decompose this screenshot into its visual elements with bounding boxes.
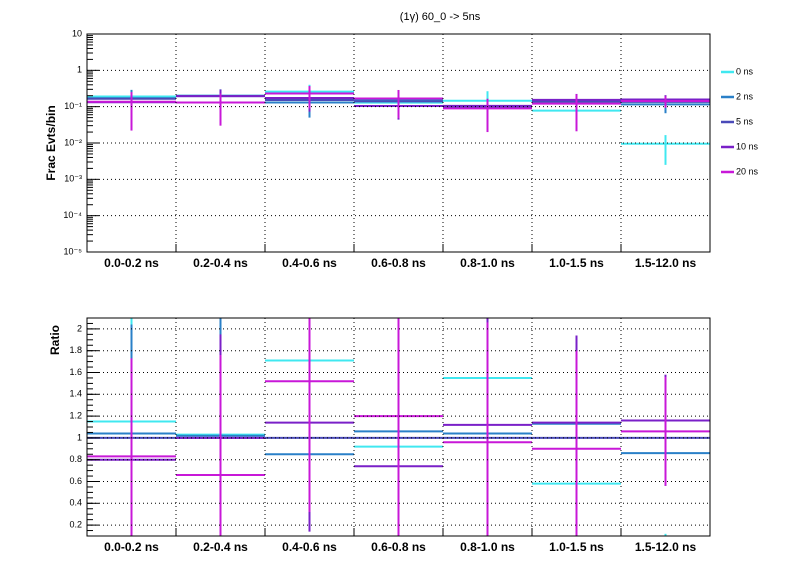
x-tick-label: 0.6-0.8 ns: [371, 256, 426, 270]
chart-title: (1γ) 60_0 -> 5ns: [400, 11, 481, 23]
y-tick-label: 10⁻³: [64, 174, 82, 184]
x-tick-label: 0.4-0.6 ns: [282, 540, 337, 554]
plot-area: [87, 84, 710, 165]
y-tick-label: 2: [77, 323, 82, 333]
plot-area: [87, 318, 710, 536]
legend-label: 2 ns: [736, 91, 754, 101]
y-axis-label: Ratio: [48, 325, 62, 355]
x-tick-label: 0.8-1.0 ns: [460, 540, 515, 554]
y-tick-label: 10⁻⁵: [64, 246, 83, 256]
x-tick-label: 0.2-0.4 ns: [193, 256, 248, 270]
legend-label: 0 ns: [736, 66, 754, 76]
x-tick-label: 1.0-1.5 ns: [549, 540, 604, 554]
y-tick-label: 0.4: [69, 498, 82, 508]
y-tick-label: 1.6: [69, 367, 82, 377]
y-tick-label: 10⁻¹: [64, 101, 82, 111]
legend-label: 20 ns: [736, 166, 759, 176]
x-tick-label: 1.5-12.0 ns: [635, 256, 697, 270]
y-tick-label: 1.4: [69, 389, 82, 399]
y-tick-label: 10⁻⁴: [63, 210, 82, 220]
x-tick-label: 0.4-0.6 ns: [282, 256, 337, 270]
x-tick-label: 0.0-0.2 ns: [104, 540, 159, 554]
y-tick-label: 1.2: [69, 410, 82, 420]
y-tick-label: 1: [77, 432, 82, 442]
y-tick-label: 0.8: [69, 454, 82, 464]
x-tick-label: 1.0-1.5 ns: [549, 256, 604, 270]
y-tick-label: 0.2: [69, 519, 82, 529]
x-tick-label: 0.8-1.0 ns: [460, 256, 515, 270]
x-tick-label: 0.6-0.8 ns: [371, 540, 426, 554]
legend-label: 5 ns: [736, 116, 754, 126]
y-tick-label: 0.6: [69, 476, 82, 486]
x-tick-label: 0.0-0.2 ns: [104, 256, 159, 270]
legend-label: 10 ns: [736, 141, 759, 151]
x-tick-label: 0.2-0.4 ns: [193, 540, 248, 554]
y-axis-label: Frac Evts/bin: [44, 105, 58, 180]
y-tick-label: 10: [72, 28, 82, 38]
x-tick-label: 1.5-12.0 ns: [635, 540, 697, 554]
y-tick-label: 1.8: [69, 345, 82, 355]
frame: [86, 33, 711, 253]
y-tick-label: 10⁻²: [64, 137, 82, 147]
y-tick-label: 1: [77, 65, 82, 75]
